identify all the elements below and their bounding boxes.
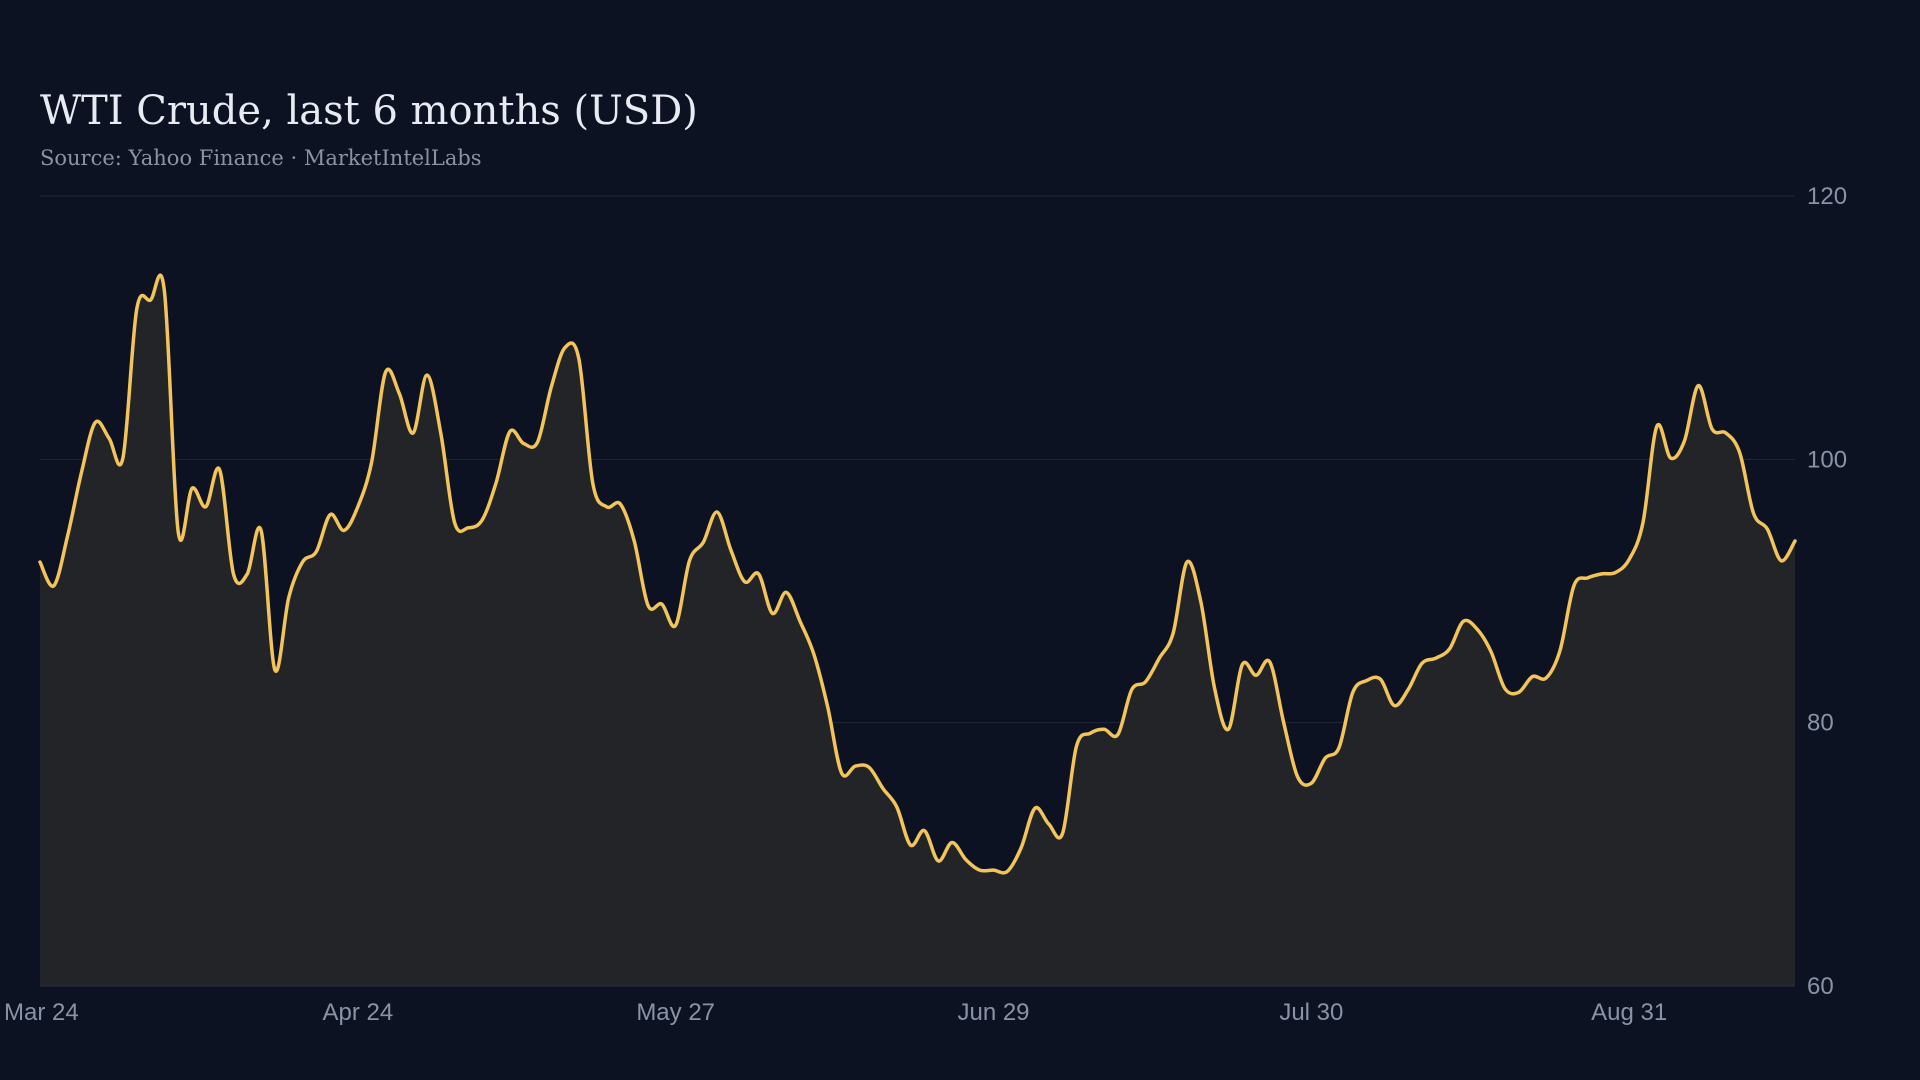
x-tick-label-jun-29: Jun 29: [957, 999, 1029, 1026]
series-area: [40, 275, 1795, 986]
x-tick-label-apr-24: Apr 24: [322, 999, 393, 1026]
chart-title: WTI Crude, last 6 months (USD): [40, 88, 698, 134]
y-tick-label-120: 120: [1807, 183, 1847, 210]
x-tick-label-aug-31: Aug 31: [1591, 999, 1667, 1026]
series-line: [38, 273, 1797, 875]
x-tick-label-mar-24: Mar 24: [4, 999, 79, 1026]
chart-subtitle: Source: Yahoo Finance · MarketIntelLabs: [40, 146, 482, 170]
y-tick-label-60: 60: [1807, 973, 1834, 1000]
y-tick-label-100: 100: [1807, 446, 1847, 473]
x-tick-label-jul-30: Jul 30: [1279, 999, 1343, 1026]
y-tick-label-80: 80: [1807, 710, 1834, 737]
x-tick-label-may-27: May 27: [636, 999, 715, 1026]
